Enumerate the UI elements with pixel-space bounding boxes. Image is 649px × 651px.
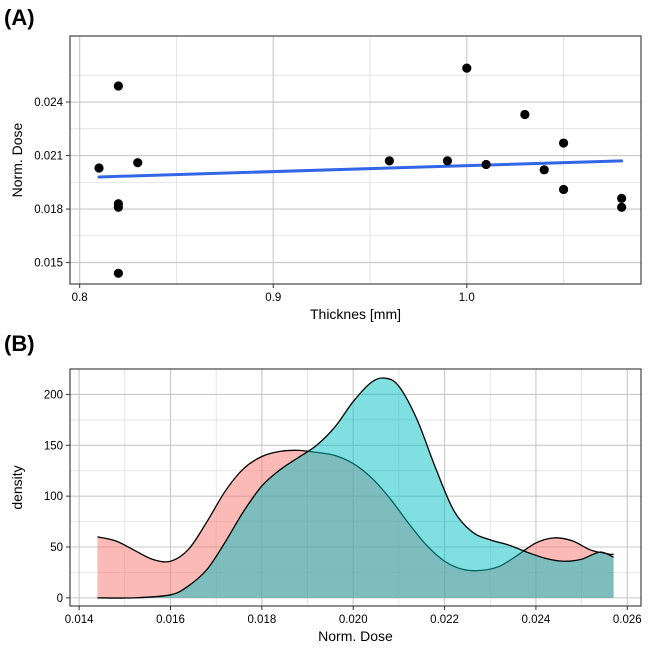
data-point [520, 109, 530, 120]
x-axis-label: Thicknes [mm] [310, 306, 401, 322]
data-point [481, 159, 491, 170]
panel-label: (A) [4, 5, 35, 30]
y-axis-label: density [9, 465, 25, 509]
x-tick-label: 0.026 [613, 614, 642, 626]
y-tick-label: 0.018 [34, 204, 63, 216]
data-point [558, 184, 569, 195]
y-tick-label: 100 [44, 491, 63, 503]
grid [70, 36, 641, 284]
density-curve-2 [97, 377, 614, 599]
scatter-panel: (A) 0.8 0.9 1.0 0.015 0.018 0.021 0.024 Thick… [4, 5, 642, 322]
y-tick-label: 0 [57, 593, 63, 605]
y-axis-label: Norm. Dose [9, 122, 25, 197]
y-axis-ticks: 0 50 100 150 200 [44, 389, 70, 605]
data-point [462, 63, 472, 73]
data-point [617, 193, 627, 203]
data-point [442, 156, 453, 166]
density-areas [97, 377, 614, 599]
data-point [94, 163, 104, 173]
x-tick-label: 0.018 [247, 614, 276, 626]
fit-line [97, 159, 624, 179]
x-tick-label: 0.016 [156, 614, 185, 626]
x-axis-ticks: 0.8 0.9 1.0 [72, 284, 475, 304]
y-axis-ticks: 0.015 0.018 0.021 0.024 [34, 97, 70, 270]
data-point [133, 158, 143, 168]
x-axis-label: Norm. Dose [318, 628, 393, 644]
y-tick-label: 0.024 [34, 97, 63, 109]
data-point [113, 202, 123, 212]
x-tick-label: 0.022 [430, 614, 459, 626]
density-panel: (B) 0.014 0.016 0.018 0.020 0.022 0.024 0.026 … [4, 331, 642, 644]
x-tick-label: 0.9 [265, 292, 281, 304]
regression-line [97, 159, 624, 179]
y-tick-label: 150 [44, 440, 63, 452]
data-point [113, 268, 123, 278]
x-axis-ticks: 0.014 0.016 0.018 0.020 0.022 0.024 0.026 [65, 606, 642, 626]
plot-frame [69, 368, 642, 607]
y-tick-label: 50 [50, 542, 63, 554]
x-tick-label: 0.8 [72, 292, 88, 304]
x-tick-label: 1.0 [459, 292, 475, 304]
plot-frame [69, 35, 642, 285]
data-point [558, 138, 569, 148]
data-point [539, 165, 549, 175]
y-tick-label: 0.021 [34, 151, 63, 163]
density-area-2 [97, 377, 614, 599]
x-tick-label: 0.020 [339, 614, 368, 626]
x-tick-label: 0.024 [522, 614, 551, 626]
panel-label: (B) [4, 331, 35, 356]
data-point [384, 156, 394, 166]
y-tick-label: 0.015 [34, 258, 63, 270]
y-tick-label: 200 [44, 389, 63, 401]
data-points [94, 63, 627, 278]
x-tick-label: 0.014 [65, 614, 94, 626]
data-point [113, 81, 123, 91]
data-point [617, 202, 627, 212]
